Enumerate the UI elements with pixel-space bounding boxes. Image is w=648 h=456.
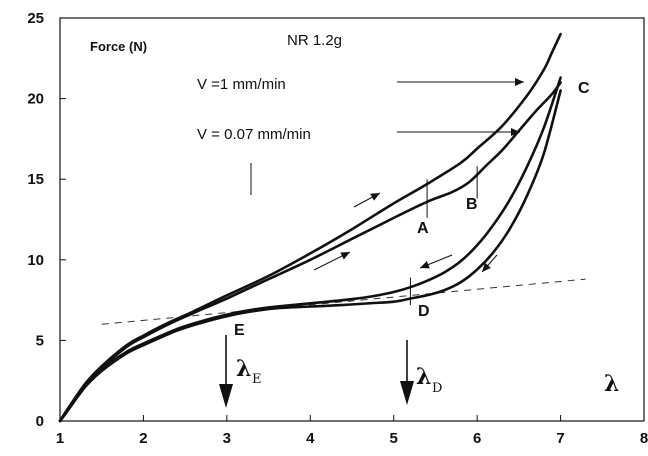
unloading-direction-arrow-right [481, 254, 498, 273]
lambda-d-arrowhead [400, 381, 414, 405]
plot-frame [59, 17, 645, 422]
unloading-direction-arrow-left [419, 254, 453, 269]
lambda-e-arrowhead [219, 384, 233, 408]
y-tick-label: 5 [36, 332, 44, 349]
lambda-d-symbol: λ [416, 364, 431, 390]
x-tick-label: 1 [56, 430, 64, 447]
x-tick-label: 2 [139, 430, 147, 447]
y-tick-label: 15 [27, 171, 44, 188]
axes [59, 17, 645, 422]
y-tick-label: 0 [36, 413, 44, 430]
y-axis-label: Force (N) [90, 39, 147, 54]
y-tick-label: 10 [27, 252, 44, 269]
series-line-2 [58, 81, 562, 423]
series-line-1 [58, 32, 562, 423]
x-tick-label: 8 [640, 430, 648, 447]
point-label-b: B [466, 196, 478, 213]
lambda-e-subscript: E [252, 372, 262, 387]
x-axis-lambda-label: λ [604, 371, 619, 397]
loading-direction-arrow-upper [353, 192, 381, 208]
series-line-3 [58, 76, 562, 423]
sample-label: NR 1.2g [287, 32, 342, 49]
v-slow-label: V = 0.07 mm/min [197, 126, 311, 143]
point-label-d: D [418, 303, 430, 320]
x-tick-label: 6 [473, 430, 481, 447]
tangent-dashed-line [101, 278, 586, 325]
x-tick-label: 4 [306, 430, 315, 447]
x-axis-ticks: 1 2 3 4 5 6 7 8 [56, 415, 648, 447]
v-fast-label: V =1 mm/min [197, 76, 286, 93]
y-axis-ticks: 0 5 10 15 20 25 [27, 10, 66, 430]
loading-direction-arrow-lower [313, 251, 351, 271]
series-line-4 [58, 89, 562, 423]
series-group [58, 32, 562, 423]
lambda-d-subscript: D [432, 381, 442, 396]
x-tick-label: 7 [556, 430, 564, 447]
point-label-a: A [417, 220, 429, 237]
x-tick-label: 5 [390, 430, 398, 447]
point-label-c: C [578, 80, 590, 97]
y-tick-label: 20 [27, 91, 44, 108]
y-tick-label: 25 [27, 10, 44, 27]
lambda-e-symbol: λ [236, 356, 251, 382]
point-label-e: E [234, 322, 245, 339]
x-tick-label: 3 [223, 430, 231, 447]
